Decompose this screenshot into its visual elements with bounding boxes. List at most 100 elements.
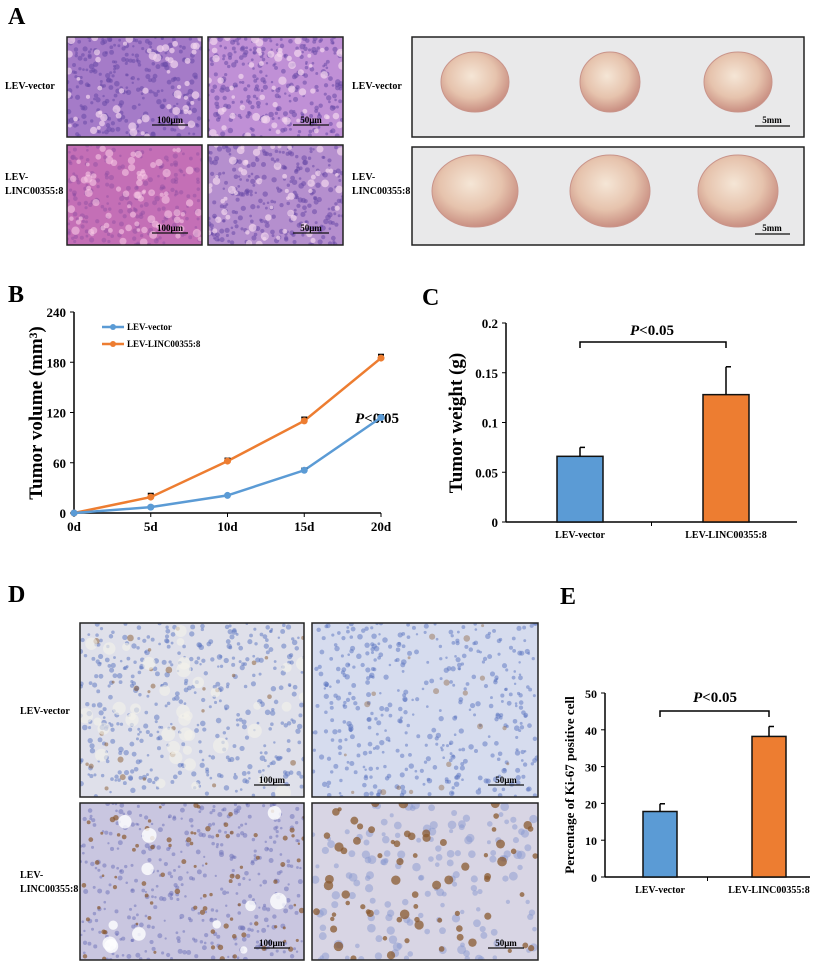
cell xyxy=(289,653,294,658)
cell xyxy=(152,780,156,785)
cell xyxy=(78,79,84,85)
cell xyxy=(73,116,78,122)
cell xyxy=(106,77,112,83)
cell xyxy=(276,51,283,58)
cell xyxy=(518,705,524,710)
cell xyxy=(208,705,212,709)
cell xyxy=(217,108,225,115)
cell xyxy=(505,724,509,728)
cell xyxy=(259,755,266,761)
cell xyxy=(174,180,179,184)
cell xyxy=(243,37,248,41)
cell xyxy=(125,73,128,77)
cell xyxy=(79,75,83,80)
cell xyxy=(348,850,356,858)
cell xyxy=(174,193,177,197)
cell xyxy=(278,76,287,85)
cell xyxy=(523,821,533,830)
cell xyxy=(217,665,220,668)
cell xyxy=(218,699,222,703)
cell xyxy=(454,655,457,658)
cell xyxy=(229,85,234,91)
cell xyxy=(240,823,244,827)
cell xyxy=(158,642,161,646)
cell xyxy=(72,70,76,74)
cell xyxy=(128,727,133,732)
cell xyxy=(497,652,501,656)
cell xyxy=(267,764,270,768)
cell xyxy=(321,846,329,854)
cell xyxy=(518,700,524,705)
cell xyxy=(376,720,382,726)
cell xyxy=(164,120,167,124)
cell xyxy=(234,789,238,793)
cell xyxy=(68,161,73,166)
cell xyxy=(270,686,277,692)
tumor xyxy=(431,154,519,228)
cell xyxy=(449,829,454,834)
cell xyxy=(350,955,357,960)
cell xyxy=(145,74,151,80)
cell xyxy=(369,791,374,796)
cell xyxy=(364,701,371,708)
cell xyxy=(177,762,183,768)
cell xyxy=(214,874,217,877)
cell xyxy=(356,743,362,748)
cell xyxy=(312,875,320,884)
cell xyxy=(180,233,185,237)
cell xyxy=(84,220,89,224)
cell xyxy=(215,733,220,739)
cell xyxy=(333,693,338,698)
scale-bar-label: 5mm xyxy=(762,223,782,233)
panel-label-b: B xyxy=(8,282,24,308)
cell xyxy=(136,241,140,245)
cell xyxy=(249,193,253,197)
cell xyxy=(476,907,481,912)
cell xyxy=(262,634,268,639)
cell xyxy=(227,127,234,134)
cell xyxy=(530,762,534,766)
cell xyxy=(175,205,180,210)
cell xyxy=(175,931,179,935)
cell xyxy=(314,666,319,671)
cell xyxy=(184,729,195,741)
cell xyxy=(458,748,462,752)
cell xyxy=(196,198,201,203)
cell xyxy=(469,702,476,709)
cell xyxy=(492,776,499,783)
cell xyxy=(141,827,157,843)
cell xyxy=(452,683,456,687)
bar xyxy=(642,810,678,878)
cell xyxy=(110,727,115,732)
cell xyxy=(159,685,171,696)
cell xyxy=(344,829,350,835)
y-tick-label: 30 xyxy=(585,761,597,775)
cell xyxy=(310,174,316,180)
cell xyxy=(334,645,340,652)
cell xyxy=(209,811,213,815)
cell xyxy=(131,58,136,64)
cell xyxy=(263,917,269,923)
cell xyxy=(237,159,242,164)
cell xyxy=(231,656,236,660)
cell xyxy=(481,624,485,628)
cell xyxy=(113,93,118,98)
cell xyxy=(367,741,373,747)
cell xyxy=(137,636,141,641)
cell xyxy=(192,676,205,689)
a-row-label-linc-2: LINC00355:8 xyxy=(5,186,63,197)
cell xyxy=(222,219,226,223)
cell xyxy=(516,850,526,860)
cell xyxy=(237,826,241,829)
cell xyxy=(408,752,412,757)
cell xyxy=(80,684,84,689)
cell xyxy=(160,89,164,92)
cell xyxy=(332,240,336,244)
cell xyxy=(518,729,522,733)
cell xyxy=(156,746,162,751)
cell xyxy=(374,717,378,721)
cell xyxy=(118,208,124,214)
cell xyxy=(111,952,115,956)
cell xyxy=(81,219,86,224)
cell xyxy=(314,109,319,113)
